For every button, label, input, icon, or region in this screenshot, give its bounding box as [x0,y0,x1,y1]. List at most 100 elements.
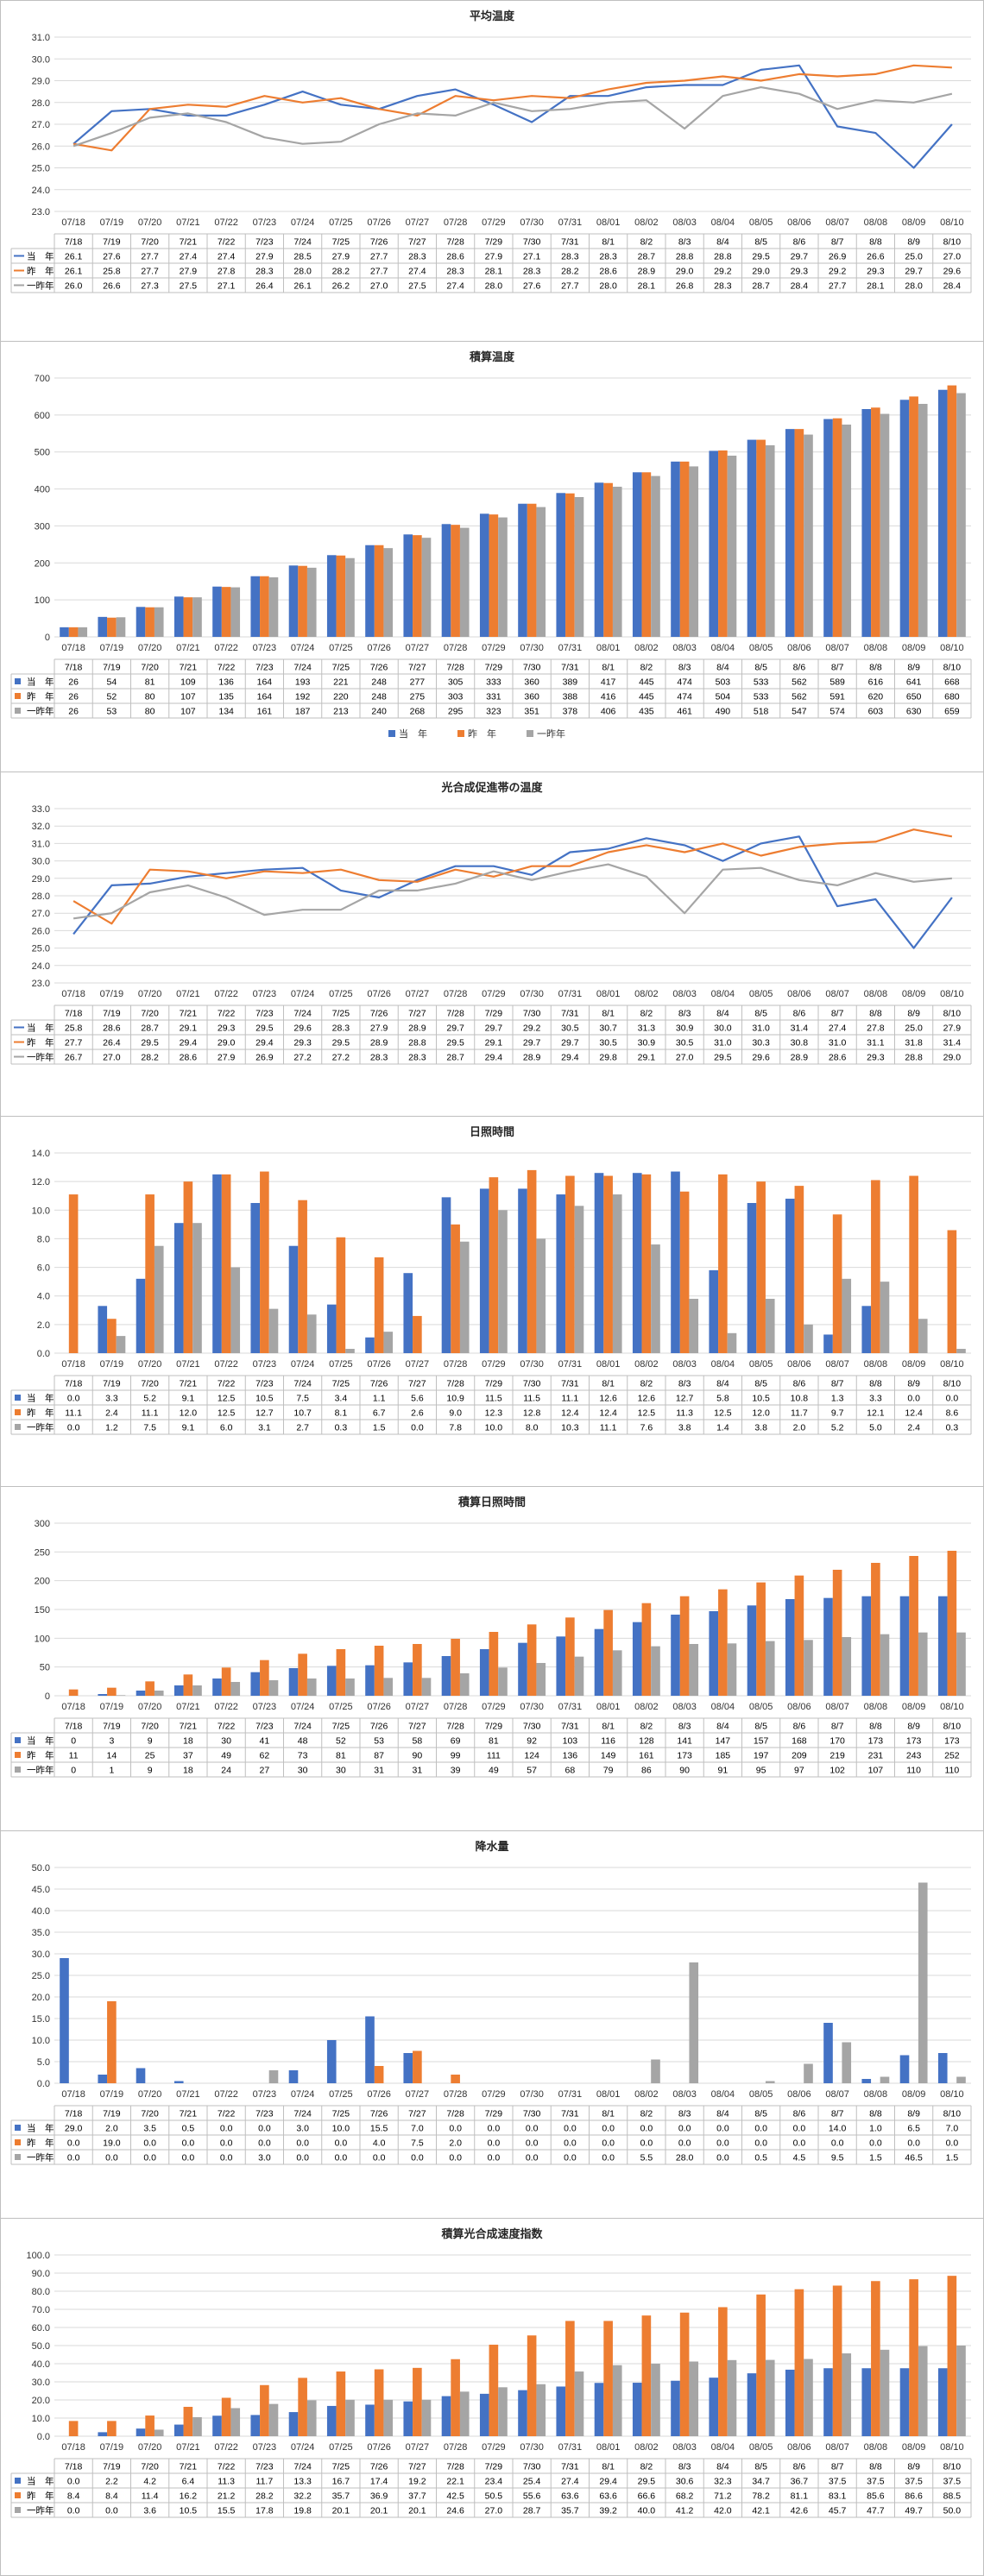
table-value-cell: 81 [145,677,155,688]
bar [298,1200,307,1353]
series-marks [60,1882,966,2083]
table-value-cell: 32.3 [714,2477,732,2487]
table-value-cell: 0.0 [754,2138,767,2149]
y-tick-label: 100.0 [26,2251,50,2261]
bar [785,1199,795,1353]
table-value-cell: 36.9 [370,2491,388,2502]
table-header-cell: 7/30 [523,1009,541,1019]
data-table: 7/18 7/19 7/20 7/21 7/22 7/23 7/24 7/25 7/26 7/27… [10,1375,972,1435]
table-value-cell: 4.5 [793,2153,806,2163]
table-value-cell: 445 [639,677,654,688]
x-tick-label: 07/22 [214,2442,238,2453]
table-value-cell: 213 [333,707,349,717]
x-tick-label: 07/31 [558,1359,583,1370]
y-tick-label: 20.0 [32,2396,50,2406]
table-header-cell: 7/30 [523,663,541,673]
table-value-cell: 0.0 [258,2124,271,2134]
table-value-cell: 29.5 [714,1053,732,1063]
table-value-cell: 28.3 [714,281,732,292]
x-tick-label: 08/02 [634,2442,659,2453]
table-value-cell: 28.5 [293,252,312,262]
table-value-cell: 11.3 [676,1408,693,1419]
bar [173,2424,184,2436]
bar [230,2408,241,2436]
table-value-cell: 0.0 [678,2138,691,2149]
table-value-cell: 28.6 [180,1053,198,1063]
table-value-cell: 30.6 [676,2477,694,2487]
x-tick-label: 08/01 [596,217,621,228]
table-value-cell: 45.7 [829,2506,847,2516]
x-tick-label: 08/06 [787,2089,811,2100]
bar [794,2289,804,2436]
table-value-cell: 27.1 [523,252,541,262]
x-tick-label: 07/28 [444,2089,468,2100]
table-header-cell: 7/30 [523,2462,541,2472]
bar [871,407,880,637]
table-header-cell: 7/29 [485,2109,503,2119]
x-tick-label: 07/23 [253,1359,277,1370]
x-tick-label: 07/30 [520,989,544,999]
table-value-cell: 12.6 [599,1394,617,1404]
x-tick-label: 08/03 [672,2089,697,2100]
table-value-cell: 30.9 [638,1038,656,1049]
table-header-cell: 8/9 [907,1009,920,1019]
table-value-cell: 24 [221,1766,231,1776]
table-value-cell: 110 [906,1766,921,1776]
table-value-cell: 27.4 [408,267,426,277]
table-value-cell: 161 [639,1751,654,1761]
bar [68,627,79,637]
table-value-cell: 10.0 [485,1423,503,1433]
table-value-cell: 1.0 [869,2124,882,2134]
table-value-cell: 0.0 [526,2124,539,2134]
x-tick-label: 07/19 [100,989,124,999]
table-value-cell: 31 [413,1766,423,1776]
series-name: 当 年 [27,677,54,688]
table-value-cell: 28.8 [714,252,732,262]
x-tick-label: 07/24 [291,2089,315,2100]
table-value-cell: 323 [486,707,501,717]
bar [98,1694,108,1696]
bar [326,1304,337,1353]
table-value-cell: 28.9 [523,1053,541,1063]
data-table: 7/18 7/19 7/20 7/21 7/22 7/23 7/24 7/25 7/26 7/27… [10,233,972,293]
bar [413,1644,422,1696]
table-value-cell: 0.0 [67,2138,80,2149]
bar [479,1188,489,1353]
x-tick-label: 07/26 [367,643,391,653]
bar [804,1324,813,1353]
table-value-cell: 28.9 [408,1023,426,1034]
table-header-cell: 8/10 [943,2109,962,2119]
table-value-cell: 10.5 [180,2506,198,2516]
table-value-cell: 26 [68,707,79,717]
legend-label: 当 年 [399,727,427,740]
table-header-cell: 7/29 [485,663,503,673]
table-value-cell: 28.7 [752,281,770,292]
table-value-cell: 9.7 [831,1408,844,1419]
table-value-cell: 0.0 [449,2124,462,2134]
bar [250,576,261,637]
table-value-cell: 10.9 [446,1394,464,1404]
table-value-cell: 11 [69,1751,79,1761]
table-value-cell: 42.1 [752,2506,770,2516]
chart-title: 積算光合成速度指数 [440,2227,543,2240]
table-header-cell: 8/3 [678,1009,691,1019]
bar [107,1687,117,1696]
table-value-cell: 7.0 [411,2124,424,2134]
table-value-cell: 37.5 [905,2477,923,2487]
bar [718,1589,728,1696]
table-value-cell: 19.2 [408,2477,426,2487]
series-marks [60,385,966,637]
table-value-cell: 11.1 [65,1408,82,1419]
table-value-cell: 27.7 [561,281,579,292]
table-header-cell: 7/22 [218,1009,236,1019]
x-tick-label: 07/20 [138,1702,162,1712]
table-header-cell: 8/5 [754,237,767,248]
bar [260,1660,269,1696]
bar [221,1174,231,1353]
x-tick-label: 07/21 [176,1702,200,1712]
table-header-cell: 8/7 [831,2462,844,2472]
table-value-cell: 533 [754,692,769,702]
x-tick-label: 07/18 [61,217,85,228]
table-value-cell: 27.7 [829,281,847,292]
